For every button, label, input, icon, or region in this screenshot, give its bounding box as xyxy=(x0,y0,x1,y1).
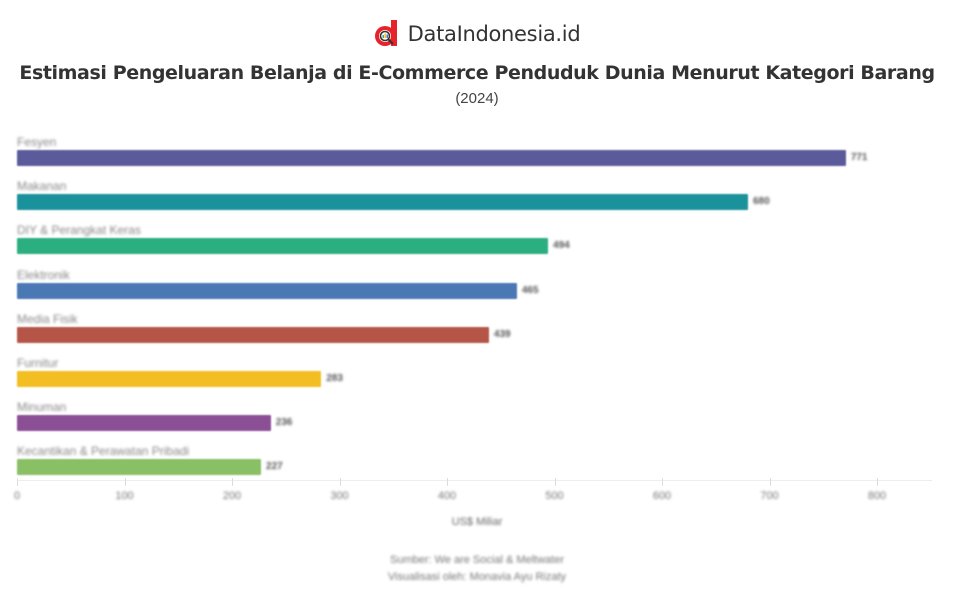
value-label: 771 xyxy=(850,152,868,163)
x-tick-label: 100 xyxy=(115,490,134,502)
x-axis-line xyxy=(17,480,932,481)
tick-mark xyxy=(17,478,18,486)
x-tick-label: 800 xyxy=(867,490,887,502)
category-label: Fesyen xyxy=(17,135,57,149)
dataindonesia-logo-icon xyxy=(374,20,400,48)
bar[interactable] xyxy=(17,326,489,343)
category-label: Kecantikan & Perawatan Pribadi xyxy=(17,444,190,459)
bar[interactable] xyxy=(17,282,517,299)
credit-text: Visualisasi oleh: Monavia Ayu Rizaty xyxy=(387,571,567,583)
category-label: DIY & Perangkat Keras xyxy=(17,223,141,238)
x-tick-label: 700 xyxy=(760,490,779,502)
tick-mark xyxy=(447,478,448,486)
value-label: 465 xyxy=(521,284,539,296)
bar[interactable] xyxy=(17,371,322,387)
value-label: 236 xyxy=(275,417,293,429)
value-label: 439 xyxy=(493,328,511,340)
tick-mark xyxy=(554,478,556,486)
value-label: 283 xyxy=(326,373,343,384)
bar[interactable] xyxy=(17,459,262,476)
bar[interactable] xyxy=(17,194,748,211)
x-tick-label: 300 xyxy=(330,490,349,502)
chart-source: Sumber: We are Social & Meltwater Visual… xyxy=(0,552,954,586)
x-tick-label: 400 xyxy=(437,490,457,502)
category-label: Furnitur xyxy=(17,356,59,370)
chart-subtitle: (2024) xyxy=(455,90,499,107)
category-label: Makanan xyxy=(17,179,67,194)
x-tick-label: 200 xyxy=(222,490,242,502)
x-tick-label: 500 xyxy=(545,490,564,502)
tick-mark xyxy=(124,478,126,486)
tick-mark xyxy=(339,478,341,486)
value-label: 494 xyxy=(553,240,570,252)
brand-header: DataIndonesia.id xyxy=(0,20,954,48)
chart-title: Estimasi Pengeluaran Belanja di E-Commer… xyxy=(19,62,935,84)
x-axis-label: US$ Miliar xyxy=(451,516,503,528)
x-tick-label: 600 xyxy=(652,490,672,502)
bar[interactable] xyxy=(17,415,271,432)
brand-name: DataIndonesia.id xyxy=(407,22,581,46)
bar[interactable] xyxy=(17,238,549,255)
tick-mark xyxy=(232,478,233,486)
bar[interactable] xyxy=(17,150,846,166)
value-label: 680 xyxy=(753,196,770,208)
tick-mark xyxy=(877,478,878,486)
tick-mark xyxy=(662,478,663,486)
source-text: Sumber: We are Social & Meltwater xyxy=(389,554,565,566)
category-label: Minuman xyxy=(17,400,67,415)
category-label: Media Fisik xyxy=(17,311,78,326)
tick-mark xyxy=(769,478,771,486)
x-tick-label: 0 xyxy=(13,490,21,502)
value-label: 227 xyxy=(266,461,283,473)
category-label: Elektronik xyxy=(17,267,70,282)
